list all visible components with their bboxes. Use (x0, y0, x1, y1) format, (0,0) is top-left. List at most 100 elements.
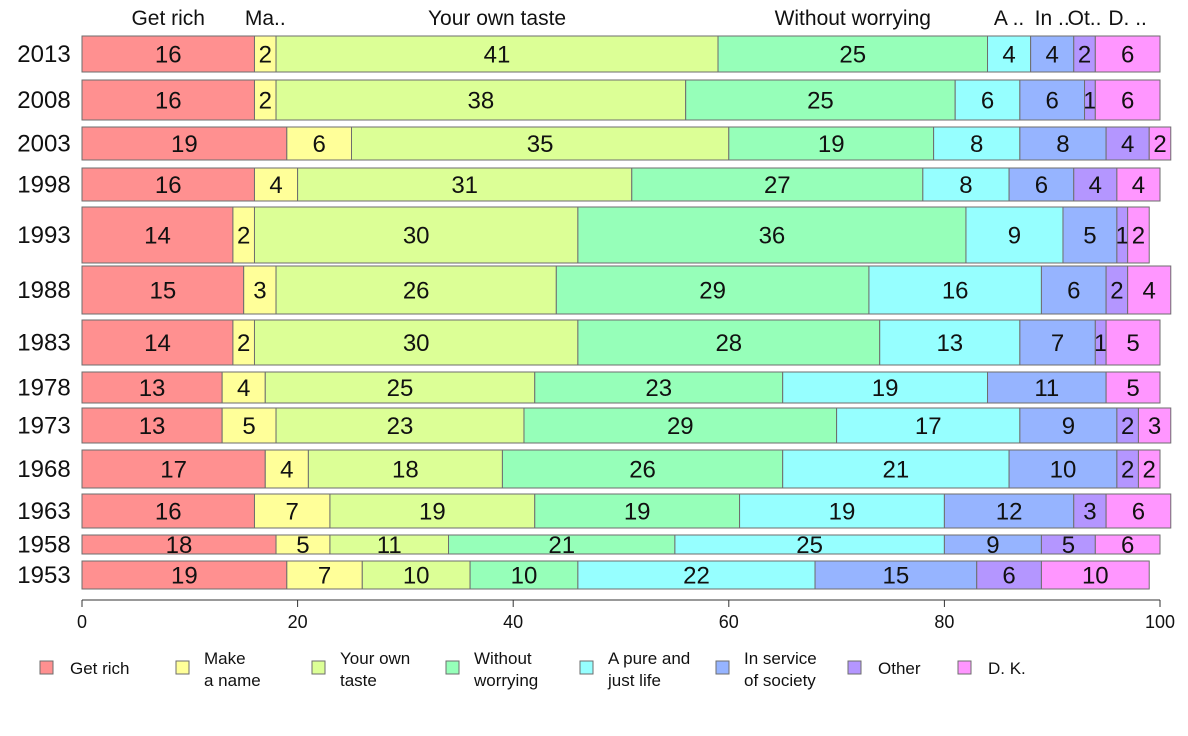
bar-segment (351, 126, 730, 161)
bar-segment (501, 449, 784, 489)
top-series-label: Get rich (131, 7, 205, 30)
bar-value-label: 25 (839, 42, 866, 69)
bar-value-label: 38 (468, 88, 495, 115)
bar-segment (469, 560, 579, 590)
top-series-label: Ot.. (1068, 7, 1102, 30)
bar-value-label: 5 (1062, 532, 1075, 559)
bar-value-label: 1 (1094, 330, 1107, 357)
bar-segment (1127, 206, 1150, 264)
bar-value-label: 41 (484, 42, 511, 69)
bar-value-label: 2 (259, 42, 272, 69)
bar-value-label: 1 (1083, 88, 1096, 115)
bar-value-label: 18 (166, 532, 193, 559)
bar-value-label: 2 (1121, 413, 1134, 440)
bar-value-label: 2 (1078, 42, 1091, 69)
bar-value-label: 11 (377, 532, 402, 559)
bar-segment (81, 493, 255, 529)
bar-value-label: 10 (511, 563, 538, 590)
legend-label: a name (204, 671, 261, 690)
legend-label: just life (607, 671, 661, 690)
bar-value-label: 10 (1082, 563, 1109, 590)
bar-segment (1105, 371, 1161, 404)
bar-value-label: 6 (1121, 532, 1134, 559)
bar-segment (1094, 35, 1161, 73)
legend-swatch (847, 660, 862, 675)
year-label: 1968 (17, 456, 70, 483)
bar-segment (987, 35, 1032, 73)
bar-value-label: 6 (312, 131, 325, 158)
bar-value-label: 10 (403, 563, 430, 590)
bar-value-label: 2 (1121, 457, 1134, 484)
bar-value-label: 4 (1121, 131, 1134, 158)
legend-swatch (39, 660, 54, 675)
bar-segment (253, 167, 299, 202)
bar-segment (264, 449, 309, 489)
bar-value-label: 8 (959, 172, 972, 199)
bar-value-label: 4 (1143, 278, 1156, 305)
bar-segment (782, 449, 1010, 489)
top-series-label: In .. (1035, 7, 1070, 30)
bar-value-label: 25 (796, 532, 823, 559)
bar-segment (1137, 449, 1161, 489)
bar-value-label: 16 (942, 278, 969, 305)
bar-value-label: 14 (144, 223, 171, 250)
legend-swatch (445, 660, 460, 675)
bar-segment (1073, 167, 1118, 202)
bar-value-label: 2 (237, 330, 250, 357)
bar-segment (361, 560, 471, 590)
bar-value-label: 19 (171, 563, 198, 590)
bar-value-label: 7 (286, 499, 299, 526)
top-series-labels: Get rich Ma.. Your own taste Without worryi… (131, 7, 1146, 30)
bar-value-label: 22 (683, 563, 710, 590)
bar-segment (1105, 493, 1172, 529)
bar-segment (81, 265, 245, 315)
bar-value-label: 3 (1148, 413, 1161, 440)
legend-label: In service (744, 649, 817, 668)
bar-value-label: 19 (872, 375, 899, 402)
bar-value-label: 6 (1121, 42, 1134, 69)
bar-value-label: 23 (387, 413, 414, 440)
legend-label: A pure and (608, 649, 690, 668)
bar-segment (976, 560, 1042, 590)
bar-segment (81, 126, 288, 161)
bar-value-label: 27 (764, 172, 791, 199)
year-label: 1998 (17, 172, 70, 199)
bar-value-label: 25 (807, 88, 834, 115)
year-label: 2003 (17, 131, 70, 158)
bar-segment (1019, 126, 1107, 161)
bar-segment (534, 371, 784, 404)
bar-segment (81, 371, 223, 404)
x-tick-label: 60 (719, 612, 739, 632)
bar-segment (717, 35, 989, 73)
legend-label: Get rich (70, 659, 130, 678)
bar-value-label: 8 (970, 131, 983, 158)
bar-value-label: 11 (1034, 375, 1059, 402)
bar-value-label: 6 (1121, 88, 1134, 115)
year-label: 1973 (17, 413, 70, 440)
bar-segment (1073, 493, 1107, 529)
legend-label: Without (474, 649, 532, 668)
bar-segment (782, 371, 989, 404)
bar-value-label: 30 (403, 223, 430, 250)
bar-segment (1019, 407, 1118, 444)
year-label: 1963 (17, 498, 70, 525)
bar-value-label: 25 (387, 375, 414, 402)
bar-value-label: 21 (548, 532, 575, 559)
bar-value-label: 4 (1002, 42, 1015, 69)
bar-segment (814, 560, 978, 590)
bar-value-label: 2 (1132, 223, 1145, 250)
bar-segment (81, 407, 223, 444)
bar-value-label: 19 (171, 131, 198, 158)
x-axis: 0 20 40 60 80 100 (77, 599, 1175, 632)
bar-value-label: 13 (139, 413, 166, 440)
x-tick-label: 20 (288, 612, 308, 632)
bar-value-label: 10 (1050, 457, 1077, 484)
bar-segment (943, 493, 1075, 529)
bar-segment (728, 126, 935, 161)
x-tick-label: 40 (503, 612, 523, 632)
bar-value-label: 16 (155, 88, 182, 115)
bar-value-label: 9 (986, 532, 999, 559)
bar-value-label: 12 (996, 499, 1023, 526)
legend-label: worrying (473, 671, 538, 690)
bar-value-label: 4 (237, 375, 250, 402)
